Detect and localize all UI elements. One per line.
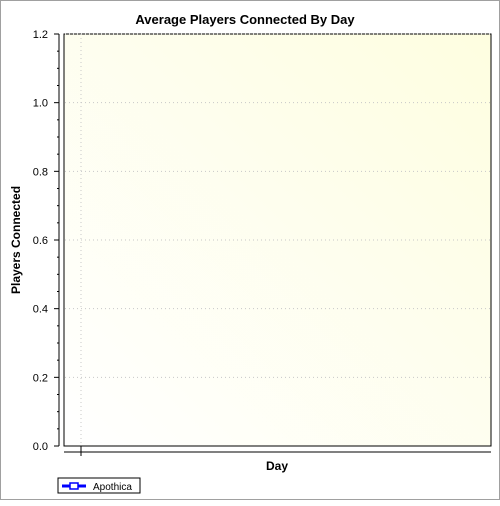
y-tick-label: 0.6: [33, 235, 48, 247]
gridlines: [65, 33, 490, 446]
y-tick-label: 1.2: [33, 29, 48, 41]
y-tick-labels: 0.0 0.2 0.4 0.6 0.8 1.0 1.2: [33, 29, 48, 453]
y-ticks: [54, 33, 59, 447]
y-tick-label: 0.8: [33, 166, 48, 178]
y-axis-label: Players Connected: [9, 186, 23, 294]
legend: Apothica: [57, 477, 141, 494]
y-tick-label: 0.2: [33, 372, 48, 384]
legend-series-label: Apothica: [93, 482, 132, 493]
y-tick-label: 1.0: [33, 98, 48, 110]
y-tick-label: 0.0: [33, 441, 48, 453]
x-axis-label: Day: [266, 459, 288, 473]
legend-series-marker: [69, 482, 79, 490]
y-tick-label: 0.4: [33, 304, 48, 316]
chart-title: Average Players Connected By Day: [135, 12, 355, 27]
